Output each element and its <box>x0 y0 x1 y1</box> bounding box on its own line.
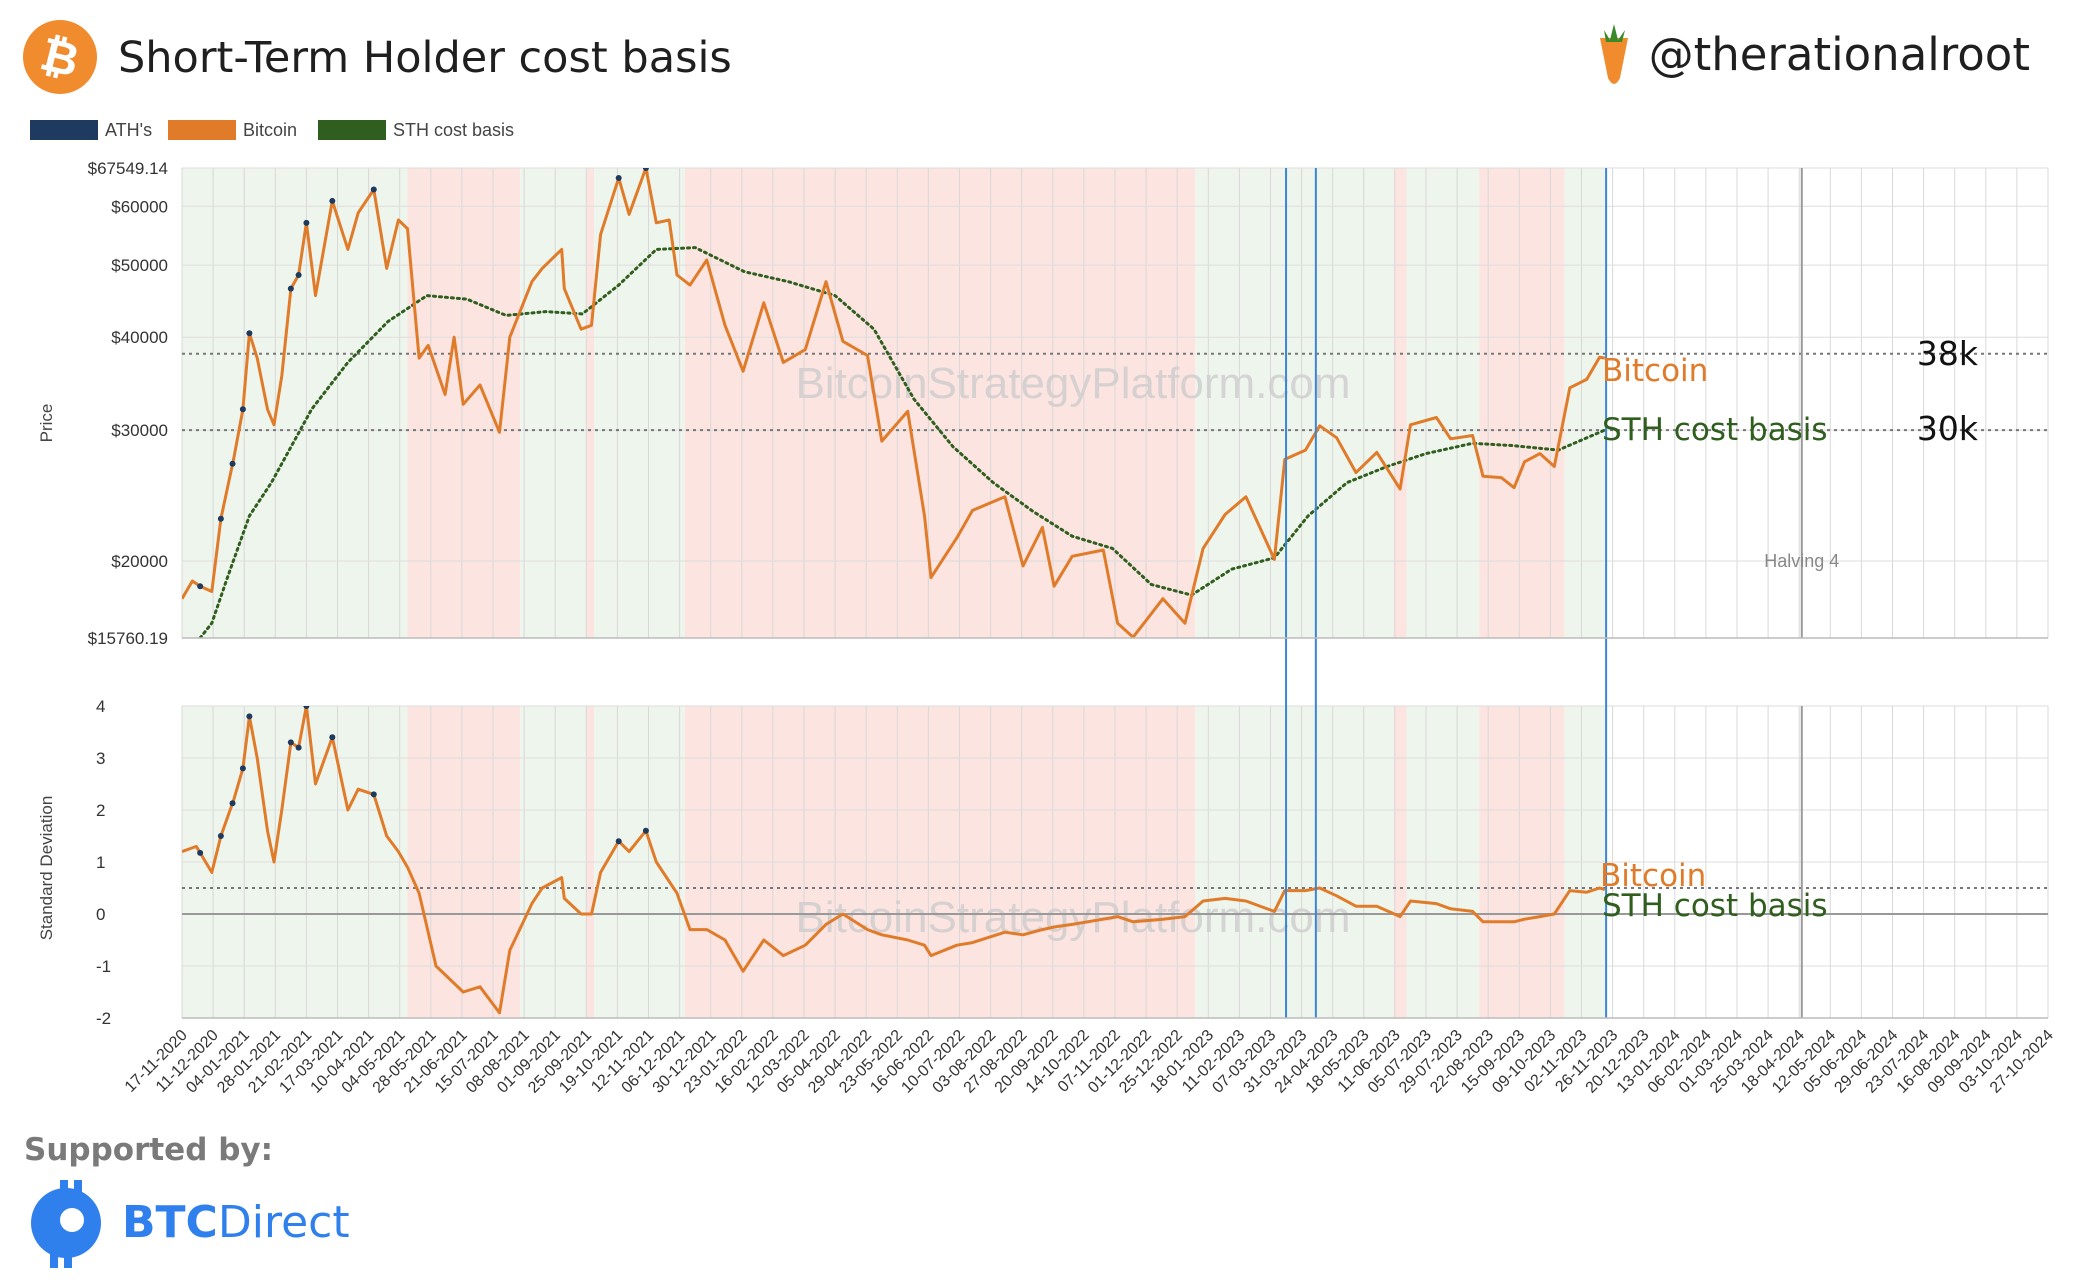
footer: Supported by: BTCDirect <box>24 1132 350 1268</box>
annotation-bitcoin-bottom: Bitcoin <box>1600 858 1706 894</box>
ath-point <box>370 791 377 798</box>
y-tick-label-bottom: 3 <box>96 749 105 768</box>
supported-by-label: Supported by: <box>24 1132 273 1168</box>
ath-point <box>370 186 377 193</box>
zone-band-top-bull <box>1564 168 1607 638</box>
annotation-sth-bottom: STH cost basis <box>1602 888 1828 924</box>
ath-point <box>229 800 236 807</box>
ath-point <box>217 515 224 522</box>
ath-point <box>329 734 336 741</box>
bitcoin-logo-icon: ₿ <box>23 20 97 94</box>
ath-point <box>615 174 622 181</box>
ath-point <box>615 838 622 845</box>
y-tick-label-bottom: 4 <box>96 697 105 716</box>
ath-point <box>329 197 336 204</box>
ath-point <box>303 706 310 709</box>
reference-lines <box>182 352 2048 915</box>
y-tick-label-bottom: 1 <box>96 853 105 872</box>
watermarks: BitcoinStrategyPlatform.com BitcoinStrate… <box>795 359 1350 942</box>
zone-band-top-bull <box>520 168 587 638</box>
ath-point <box>239 765 246 772</box>
vertical-markers <box>1285 168 1803 1018</box>
y-axis-title-bottom: Standard Deviation <box>37 796 56 941</box>
header: ₿ Short-Term Holder cost basis @theratio… <box>23 20 2030 94</box>
y-tick-label-bottom: 0 <box>96 905 105 924</box>
y-tick-label-top: $67549.14 <box>88 159 168 178</box>
ath-point <box>229 460 236 467</box>
ath-point <box>303 219 310 226</box>
legend-label-ath: ATH's <box>105 120 152 140</box>
bottom-series <box>182 706 1606 1015</box>
watermark-top: BitcoinStrategyPlatform.com <box>795 359 1350 408</box>
legend: ATH's Bitcoin STH cost basis <box>30 120 514 140</box>
y-tick-label-top: $15760.19 <box>88 629 168 648</box>
sponsor-name: BTCDirect <box>122 1197 350 1248</box>
zone-band-top-bear <box>586 168 595 638</box>
ath-point <box>246 713 253 720</box>
annotation-30k: 30k <box>1917 409 1979 448</box>
y-tick-label-top: $50000 <box>111 256 168 275</box>
zone-band-top-bull <box>1195 168 1394 638</box>
sponsor-name-btc: BTC <box>122 1197 218 1248</box>
zone-band-top-bear <box>1393 168 1407 638</box>
sponsor-name-direct: Direct <box>218 1197 350 1248</box>
y-tick-label-top: $60000 <box>111 197 168 216</box>
legend-swatch-ath <box>30 120 98 140</box>
ath-point <box>642 827 649 834</box>
y-tick-label-bottom: -2 <box>96 1009 111 1028</box>
annotation-sth-top: STH cost basis <box>1602 412 1828 448</box>
ath-point <box>287 285 294 292</box>
y-tick-label-top: $30000 <box>111 421 168 440</box>
zone-band-top-bull <box>182 168 408 638</box>
legend-label-sth: STH cost basis <box>393 120 514 140</box>
annotation-halving: Halving 4 <box>1764 551 1839 571</box>
legend-swatch-bitcoin <box>168 120 236 140</box>
ath-point <box>295 271 302 278</box>
y-tick-label-bottom: -1 <box>96 957 111 976</box>
annotation-38k: 38k <box>1917 334 1979 373</box>
y-tick-label-bottom: 2 <box>96 801 105 820</box>
handle-text: @therationalroot <box>1649 28 2030 81</box>
watermark-bottom: BitcoinStrategyPlatform.com <box>795 893 1350 942</box>
ath-point <box>295 744 302 751</box>
ath-point <box>217 833 224 839</box>
zone-band-top-bear <box>1479 168 1565 638</box>
zone-band-top-bull <box>594 168 685 638</box>
ath-point <box>246 330 253 337</box>
series-line-sth <box>198 246 1607 638</box>
y-tick-label-top: $20000 <box>111 552 168 571</box>
y-tick-label-top: $40000 <box>111 328 168 347</box>
btcdirect-logo-icon <box>31 1180 101 1268</box>
zone-band-top-bull <box>1406 168 1480 638</box>
annotation-bitcoin-top: Bitcoin <box>1602 353 1708 389</box>
ath-point <box>239 406 246 413</box>
legend-label-bitcoin: Bitcoin <box>243 120 297 140</box>
ath-point <box>197 849 204 856</box>
ath-point <box>287 739 294 746</box>
zone-band-top-bear <box>684 168 1196 638</box>
ath-point <box>197 583 204 590</box>
series-line-bitcoin <box>182 168 1606 638</box>
grid-lines <box>181 167 2049 1019</box>
carrot-icon <box>1600 24 1628 84</box>
page-title: Short-Term Holder cost basis <box>118 33 732 83</box>
top-series <box>182 168 1607 638</box>
y-axis-title-top: Price <box>37 404 56 443</box>
ath-point <box>642 168 649 171</box>
legend-swatch-sth <box>318 120 386 140</box>
